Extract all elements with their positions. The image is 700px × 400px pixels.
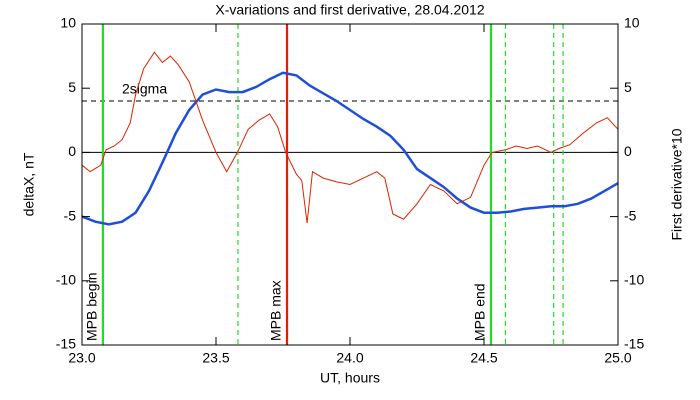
y-tick-label: -10 [56,272,76,288]
reference-label: 2sigma [122,81,167,97]
x-tick-label: 23.0 [68,350,95,366]
data-line [81,51,619,224]
x-tick-label: 24.5 [470,350,497,366]
y-tick-label: -5 [64,207,77,223]
y-tick-label: 10 [60,15,76,31]
y-tick-label: -15 [56,336,76,352]
x-tick-label: 24.0 [336,350,363,366]
event-label: MPB max [268,280,284,341]
y-tick-label: 5 [68,79,76,95]
x-tick-label: 23.5 [202,350,229,366]
chart-title: X-variations and first derivative, 28.04… [215,2,484,18]
y2-tick-label: 0 [624,143,632,159]
x-tick-label: 25.0 [604,350,631,366]
event-label: MPB end [472,283,488,341]
y-axis-label: deltaX, nT [21,152,37,216]
y2-tick-label: -15 [624,336,644,352]
x-axis-label: UT, hours [320,370,380,386]
y-tick-label: 0 [68,143,76,159]
y2-axis-label: First derivative*10 [669,128,685,240]
y2-tick-label: -5 [624,207,637,223]
y2-tick-label: -10 [624,272,644,288]
y2-tick-label: 5 [624,79,632,95]
event-label: MPB begin [84,273,100,341]
data-line [81,71,619,226]
y2-tick-label: 10 [624,15,640,31]
